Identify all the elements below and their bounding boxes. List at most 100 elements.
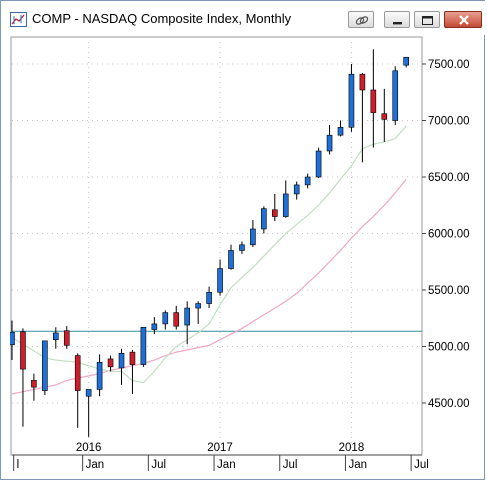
candle-body <box>74 355 81 391</box>
candle-body <box>107 358 114 368</box>
candles <box>9 49 410 437</box>
candle <box>129 349 136 394</box>
candle-body <box>370 89 377 113</box>
candle <box>348 64 355 132</box>
window-title: COMP - NASDAQ Composite Index, Monthly <box>32 11 292 26</box>
candle-body <box>52 332 59 341</box>
year-label: 2016 <box>76 442 102 454</box>
candle-body <box>20 331 26 370</box>
month-label: Jan <box>348 459 367 471</box>
candle <box>403 56 410 68</box>
candle <box>184 301 190 345</box>
candle <box>31 373 37 401</box>
candle-body <box>359 73 366 91</box>
candle <box>293 181 300 200</box>
y-tick-label: 5000.00 <box>428 342 470 354</box>
candle <box>282 180 289 218</box>
app-icon <box>10 12 27 32</box>
candle <box>381 88 388 142</box>
month-label: Jul <box>414 459 429 471</box>
candle <box>195 301 201 324</box>
candle <box>250 219 256 248</box>
candle-body <box>206 291 212 304</box>
candle-body <box>96 362 103 390</box>
y-tick-label: 5500.00 <box>428 285 470 297</box>
candle <box>173 305 180 330</box>
year-label: 2018 <box>339 442 365 454</box>
candle-body <box>392 70 399 121</box>
candle <box>337 120 344 137</box>
candle-body <box>63 330 70 346</box>
candle <box>239 241 245 254</box>
candle <box>52 327 59 349</box>
candle-body <box>304 176 311 186</box>
candle-body <box>42 340 48 391</box>
month-label: l <box>17 459 20 471</box>
plot-frame <box>10 36 423 456</box>
axes: 7500.00 7000.00 6500.00 6000.00 5500.00 5000.… <box>12 59 470 471</box>
restore-icon <box>422 16 433 25</box>
candle-body <box>31 380 37 388</box>
candle <box>162 310 169 330</box>
candle <box>151 317 158 335</box>
candle <box>370 49 377 148</box>
month-label: Jul <box>151 459 166 471</box>
candle <box>85 389 92 437</box>
y-tick-label: 6500.00 <box>428 172 470 184</box>
month-label: Jul <box>283 459 298 471</box>
link-button[interactable] <box>348 11 374 28</box>
candle-body <box>282 193 289 217</box>
candle-body <box>293 184 300 195</box>
month-label: Jan <box>217 459 236 471</box>
candle-body <box>140 326 147 365</box>
candle-body <box>129 351 136 365</box>
month-label: Jan <box>86 459 105 471</box>
candle <box>42 340 48 396</box>
candle <box>9 320 15 361</box>
candle-body <box>228 250 234 269</box>
title-bar[interactable]: COMP - NASDAQ Composite Index, Monthly <box>1 1 486 35</box>
candle <box>304 173 311 189</box>
candle <box>261 206 267 234</box>
candle <box>217 259 223 296</box>
candle <box>315 147 322 179</box>
candle <box>228 244 234 270</box>
candle-body <box>250 228 256 246</box>
candle-body <box>85 389 92 397</box>
candlestick-chart[interactable]: 7500.00 7000.00 6500.00 6000.00 5500.00 5000.… <box>9 35 478 472</box>
candle-body <box>261 208 267 230</box>
candle-body <box>271 209 278 217</box>
candle <box>74 353 81 428</box>
candle <box>271 193 278 222</box>
candle-body <box>315 150 322 178</box>
link-icon <box>355 16 369 25</box>
candle <box>96 354 103 397</box>
minimize-icon <box>393 22 402 25</box>
candle <box>392 66 399 126</box>
candle-body <box>151 323 158 330</box>
year-label: 2017 <box>207 442 233 454</box>
y-tick-label: 4500.00 <box>428 398 470 410</box>
candle-body <box>239 244 245 251</box>
candle-body <box>162 312 169 325</box>
y-tick-label: 7000.00 <box>428 116 470 128</box>
candle <box>140 326 147 367</box>
close-button[interactable] <box>444 11 482 28</box>
candle-body <box>403 56 410 66</box>
minimize-button[interactable] <box>384 11 410 28</box>
candle-body <box>9 332 15 346</box>
close-icon <box>459 15 469 25</box>
candle-body <box>184 307 190 326</box>
candle-body <box>348 73 355 128</box>
candle <box>326 125 333 155</box>
candle <box>206 286 212 309</box>
candle <box>20 328 26 427</box>
restore-button[interactable] <box>414 11 440 28</box>
candle-body <box>381 113 388 120</box>
chart-area[interactable]: 7500.00 7000.00 6500.00 6000.00 5500.00 5000.… <box>9 35 478 472</box>
candle <box>63 326 70 349</box>
candle <box>118 348 125 385</box>
candle-body <box>326 134 333 152</box>
candle <box>359 73 366 163</box>
